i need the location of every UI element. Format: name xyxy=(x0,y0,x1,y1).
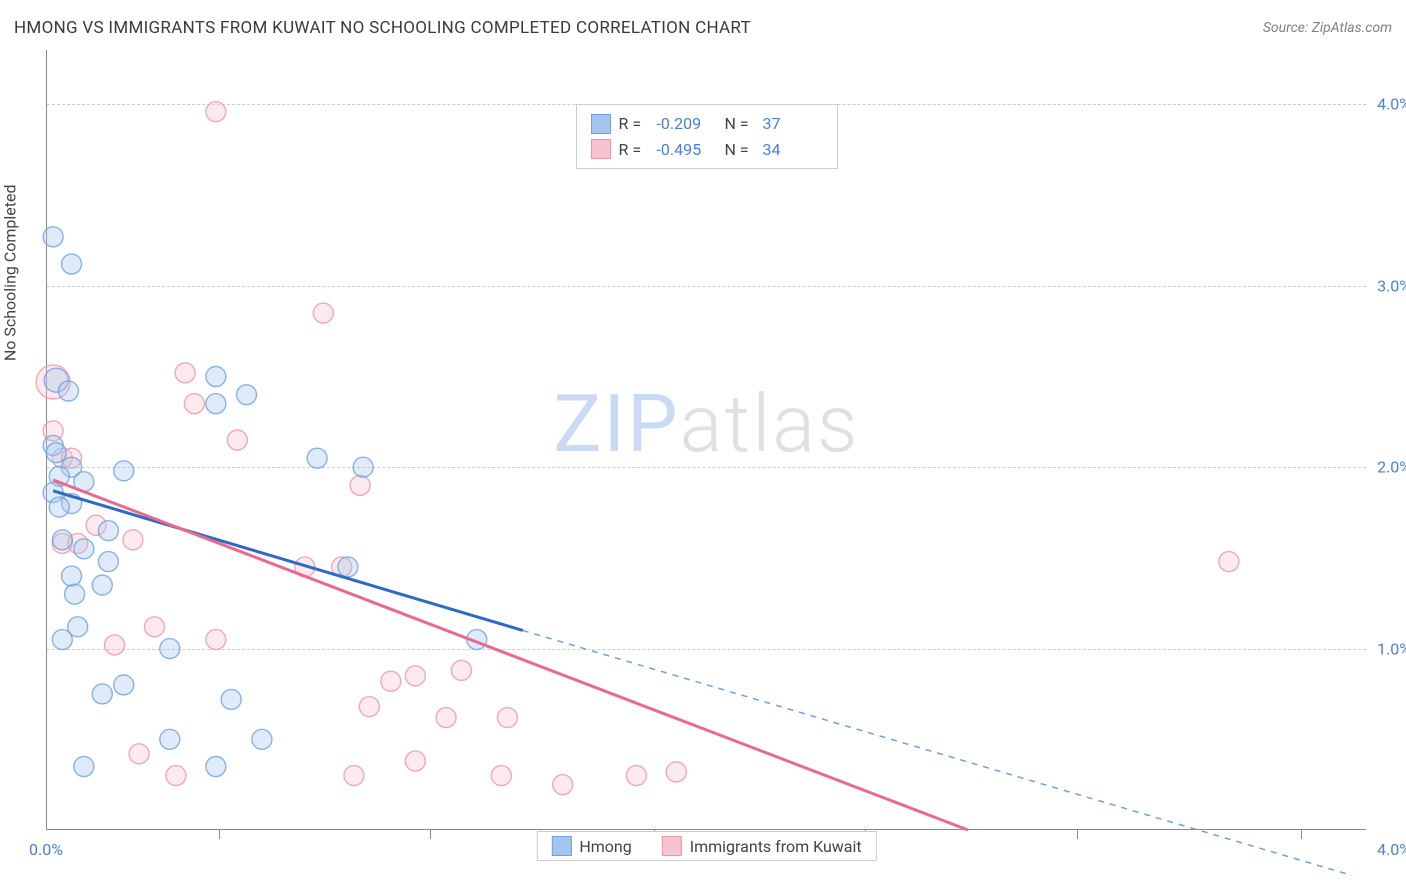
marker-b xyxy=(175,363,195,383)
n-label: N = xyxy=(725,111,755,137)
marker-b xyxy=(227,430,247,450)
marker-b xyxy=(405,666,425,686)
x-tick xyxy=(1077,829,1078,839)
marker-a xyxy=(92,684,112,704)
swatch-series-b xyxy=(591,139,611,159)
marker-a xyxy=(252,729,272,749)
marker-b xyxy=(206,630,226,650)
marker-a xyxy=(58,381,78,401)
legend-item-a: Hmong xyxy=(551,836,631,856)
marker-b xyxy=(1219,552,1239,572)
y-tick-label: 4.0% xyxy=(1377,95,1406,114)
legend-swatch-b xyxy=(662,836,682,856)
plot-area: ZIPatlas R = -0.209 N = 37 R = -0.495 N … xyxy=(46,50,1366,830)
marker-b xyxy=(666,762,686,782)
x-tick xyxy=(1301,829,1302,839)
marker-b xyxy=(491,766,511,786)
marker-b xyxy=(350,475,370,495)
marker-a xyxy=(46,443,66,463)
marker-a xyxy=(52,530,72,550)
x-axis-label-max: 4.0% xyxy=(1377,840,1406,859)
swatch-series-a xyxy=(591,114,611,134)
n-value-b: 34 xyxy=(763,137,823,163)
marker-a xyxy=(338,557,358,577)
marker-b xyxy=(184,394,204,414)
marker-a xyxy=(62,566,82,586)
y-tick-label: 1.0% xyxy=(1377,639,1406,658)
marker-a xyxy=(43,227,63,247)
marker-a xyxy=(206,757,226,777)
marker-b xyxy=(105,635,125,655)
marker-b xyxy=(381,671,401,691)
source-attribution: Source: ZipAtlas.com xyxy=(1263,20,1392,36)
marker-a xyxy=(98,552,118,572)
legend-label-b: Immigrants from Kuwait xyxy=(690,837,862,856)
marker-a xyxy=(68,617,88,637)
marker-b xyxy=(123,530,143,550)
marker-a xyxy=(98,521,118,541)
marker-b xyxy=(451,660,471,680)
marker-b xyxy=(497,708,517,728)
marker-a xyxy=(160,729,180,749)
marker-a xyxy=(114,675,134,695)
marker-b xyxy=(344,766,364,786)
legend-label-a: Hmong xyxy=(579,837,631,856)
marker-b xyxy=(206,102,226,122)
marker-a xyxy=(206,394,226,414)
r-label: R = xyxy=(619,111,649,137)
marker-b xyxy=(359,697,379,717)
marker-a xyxy=(65,584,85,604)
marker-a xyxy=(237,385,257,405)
stats-row-series-b: R = -0.495 N = 34 xyxy=(591,137,823,163)
n-value-a: 37 xyxy=(763,111,823,137)
y-tick-label: 3.0% xyxy=(1377,276,1406,295)
marker-b xyxy=(313,303,333,323)
legend-item-b: Immigrants from Kuwait xyxy=(662,836,862,856)
stats-row-series-a: R = -0.209 N = 37 xyxy=(591,111,823,137)
x-tick xyxy=(430,829,431,839)
marker-b xyxy=(626,766,646,786)
marker-b xyxy=(166,766,186,786)
x-tick xyxy=(219,829,220,839)
legend-swatch-a xyxy=(551,836,571,856)
marker-b xyxy=(129,744,149,764)
marker-a xyxy=(353,457,373,477)
marker-b xyxy=(553,775,573,795)
marker-b xyxy=(144,617,164,637)
marker-a xyxy=(206,367,226,387)
marker-a xyxy=(62,254,82,274)
marker-a xyxy=(74,539,94,559)
r-value-a: -0.209 xyxy=(657,111,717,137)
n-label: N = xyxy=(725,137,755,163)
marker-b xyxy=(405,751,425,771)
r-value-b: -0.495 xyxy=(657,137,717,163)
y-tick-label: 2.0% xyxy=(1377,458,1406,477)
marker-a xyxy=(74,757,94,777)
trendline-a xyxy=(53,491,523,631)
marker-a xyxy=(221,689,241,709)
chart-title: HMONG VS IMMIGRANTS FROM KUWAIT NO SCHOO… xyxy=(14,18,751,38)
correlation-stats-box: R = -0.209 N = 37 R = -0.495 N = 34 xyxy=(576,104,838,169)
marker-a xyxy=(49,497,69,517)
x-axis-label-min: 0.0% xyxy=(29,840,63,859)
marker-a xyxy=(92,575,112,595)
marker-a xyxy=(307,448,327,468)
marker-a xyxy=(114,461,134,481)
r-label: R = xyxy=(619,137,649,163)
marker-a xyxy=(160,639,180,659)
marker-b xyxy=(436,708,456,728)
legend: Hmong Immigrants from Kuwait xyxy=(536,831,876,861)
y-axis-title: No Schooling Completed xyxy=(1,184,20,361)
